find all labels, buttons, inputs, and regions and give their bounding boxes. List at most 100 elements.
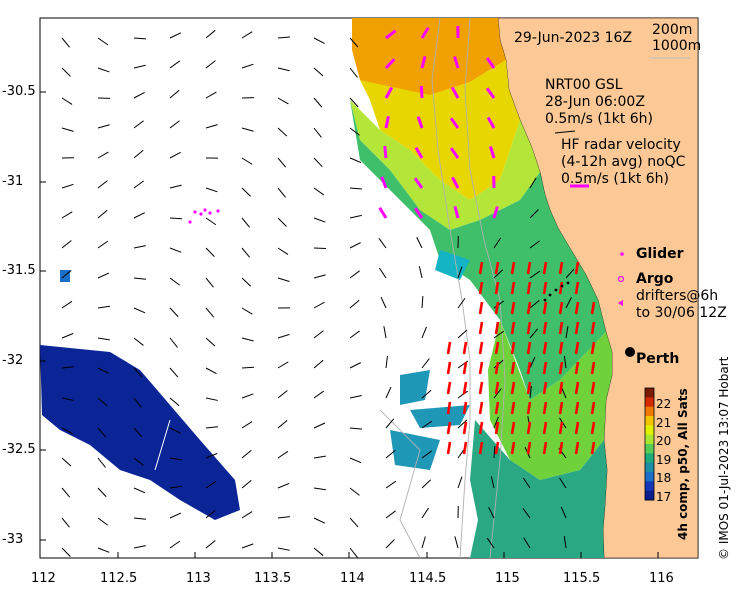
radar-arrow xyxy=(510,321,516,335)
velocity-arrow xyxy=(414,146,424,159)
velocity-arrow xyxy=(133,307,146,314)
velocity-arrow xyxy=(313,274,326,279)
velocity-arrow xyxy=(277,333,290,339)
radar-arrow xyxy=(462,381,468,395)
velocity-arrow xyxy=(205,307,215,318)
velocity-arrow xyxy=(313,301,325,309)
y-tick: -30.5 xyxy=(2,84,36,99)
velocity-arrow xyxy=(349,487,360,496)
velocity-arrow xyxy=(349,157,362,164)
velocity-arrow xyxy=(241,480,252,489)
velocity-arrow xyxy=(313,517,326,524)
velocity-arrow xyxy=(453,56,460,69)
velocity-arrow xyxy=(313,127,322,138)
velocity-arrow xyxy=(419,85,424,99)
velocity-arrow xyxy=(133,545,146,549)
radar-arrow xyxy=(542,301,548,315)
velocity-arrow xyxy=(488,507,495,519)
radar-arrow xyxy=(510,261,516,275)
velocity-arrow xyxy=(97,427,107,438)
velocity-arrow xyxy=(61,37,70,48)
radar-arrow xyxy=(574,401,580,415)
velocity-arrow xyxy=(416,116,424,129)
velocity-arrow xyxy=(61,366,74,369)
radar-arrow xyxy=(478,341,484,355)
velocity-arrow xyxy=(486,537,495,549)
radar-arrow xyxy=(558,301,564,315)
y-tick: -32 xyxy=(2,353,24,368)
colorbar-swatch xyxy=(645,416,654,426)
track-line xyxy=(154,419,171,471)
velocity-arrow xyxy=(277,547,290,551)
velocity-arrow xyxy=(563,536,567,549)
radar-arrow xyxy=(542,281,548,295)
colorbar-frame xyxy=(644,387,655,501)
velocity-arrow xyxy=(97,37,109,46)
velocity-arrow xyxy=(457,419,468,429)
radar-arrow xyxy=(558,261,564,275)
velocity-arrow xyxy=(241,511,253,519)
x-tick: 112 xyxy=(31,571,56,586)
velocity-arrow xyxy=(523,537,531,549)
radar-arrow xyxy=(478,301,484,315)
velocity-arrow xyxy=(457,329,468,339)
velocity-arrow xyxy=(97,209,108,219)
velocity-arrow xyxy=(97,180,108,189)
velocity-arrow xyxy=(493,388,502,399)
radar-arrow xyxy=(526,361,532,375)
velocity-arrow xyxy=(349,457,362,464)
y-tick: -31.5 xyxy=(2,263,36,278)
radar-arrow xyxy=(526,261,532,275)
velocity-arrow xyxy=(457,297,466,309)
velocity-arrow xyxy=(560,506,567,519)
velocity-arrow xyxy=(205,453,218,459)
velocity-arrow xyxy=(205,426,218,429)
velocity-arrow xyxy=(61,240,72,249)
velocity-arrow xyxy=(454,536,459,549)
radar-arrow xyxy=(542,441,548,455)
velocity-arrow xyxy=(241,393,254,399)
radar-arrow xyxy=(542,401,548,415)
velocity-arrow xyxy=(313,67,324,77)
velocity-arrow xyxy=(61,333,74,339)
velocity-arrow xyxy=(529,328,539,339)
radar-arrow xyxy=(510,441,516,455)
velocity-arrow xyxy=(205,480,217,489)
colorbar-swatch xyxy=(645,388,654,398)
colorbar-swatch xyxy=(645,490,654,501)
radar-arrow xyxy=(478,361,484,375)
velocity-arrow xyxy=(565,326,569,339)
velocity-arrow xyxy=(349,299,360,309)
colorbar xyxy=(645,388,654,501)
velocity-arrow xyxy=(205,124,218,129)
radar-arrow xyxy=(478,281,484,295)
velocity-arrow xyxy=(453,206,460,219)
velocity-arrow xyxy=(169,457,182,461)
radar-arrow xyxy=(542,361,548,375)
velocity-arrow xyxy=(133,120,144,129)
velocity-arrow xyxy=(349,97,359,108)
velocity-arrow xyxy=(241,217,250,228)
velocity-arrow xyxy=(241,31,253,39)
radar-subtitle: (4-12h avg) noQC xyxy=(561,154,686,170)
velocity-arrow xyxy=(414,207,424,219)
radar-arrow xyxy=(462,401,468,415)
velocity-arrow xyxy=(205,337,216,347)
velocity-arrow xyxy=(313,157,323,168)
velocity-arrow xyxy=(277,361,289,369)
velocity-arrow xyxy=(169,184,182,189)
radar-arrow xyxy=(590,421,596,435)
radar-arrow xyxy=(558,381,564,395)
velocity-arrow xyxy=(349,37,359,48)
model-scale-arrow xyxy=(554,130,576,134)
velocity-arrow xyxy=(313,487,326,491)
velocity-arrow xyxy=(313,359,324,369)
velocity-arrow xyxy=(61,211,73,219)
velocity-arrow xyxy=(277,187,286,198)
perth-marker xyxy=(625,347,635,357)
velocity-arrow xyxy=(277,97,289,105)
radar-arrow xyxy=(478,261,484,275)
velocity-arrow xyxy=(313,455,326,459)
radar-arrow xyxy=(558,441,564,455)
